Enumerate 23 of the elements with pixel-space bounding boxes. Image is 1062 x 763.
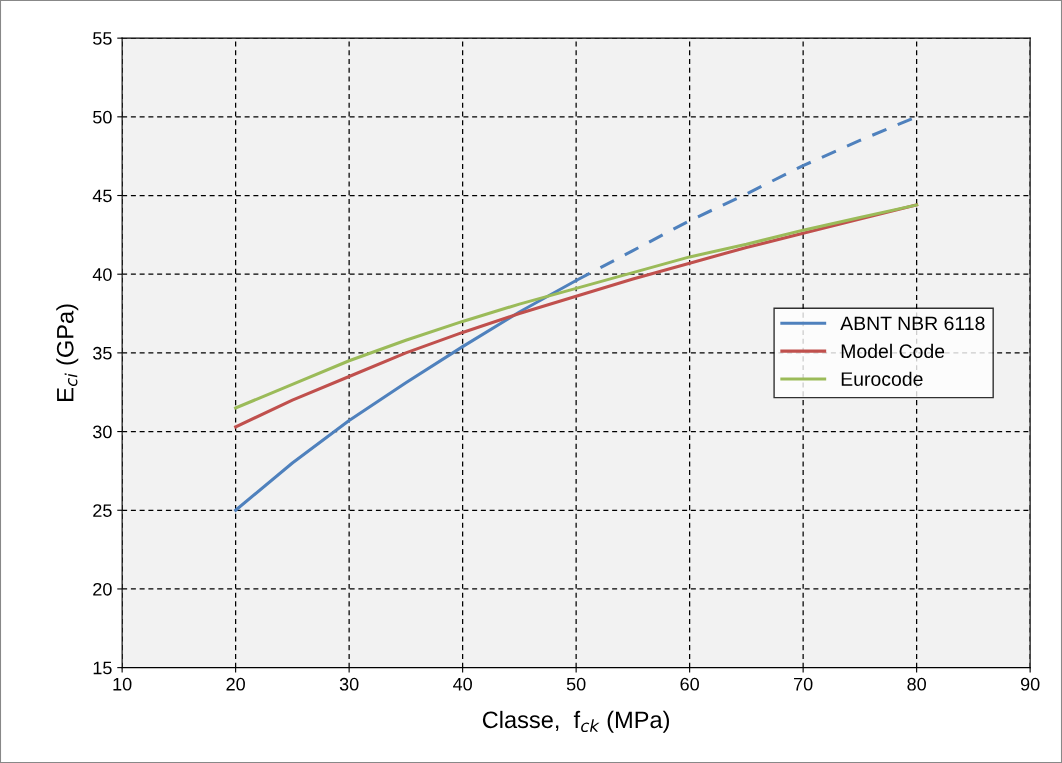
y-tick-label: 25 — [93, 504, 112, 517]
x-tick-label: 40 — [453, 677, 472, 691]
x-tick-label: 50 — [566, 677, 586, 691]
y-tick-label: 15 — [93, 661, 112, 675]
legend-label: Eurocode — [841, 371, 923, 386]
y-tick-label: 40 — [92, 268, 112, 281]
y-tick-label: 30 — [93, 425, 112, 439]
y-tick-label: 45 — [92, 189, 112, 203]
legend-label: Model Code — [841, 343, 945, 359]
legend-label: ABNT NBR 6118 — [840, 316, 985, 331]
y-tick-label: 20 — [93, 582, 112, 596]
x-tick-label: 60 — [680, 677, 699, 691]
x-tick-label: 80 — [907, 677, 926, 691]
y-tick-label: 55 — [93, 32, 112, 45]
x-axis-title: Classe, f$_{ck}$ (MPa) — [482, 710, 669, 733]
y-tick-label: 50 — [93, 110, 112, 124]
x-tick-label: 90 — [1020, 677, 1040, 691]
x-tick-label: 20 — [226, 677, 245, 691]
y-tick-label: 35 — [93, 346, 112, 360]
y-axis-title: E$_{ci}$ (GPa) — [56, 304, 79, 401]
x-tick-label: 70 — [794, 677, 813, 691]
x-tick-label: 10 — [113, 677, 132, 691]
x-tick-label: 30 — [339, 677, 359, 691]
